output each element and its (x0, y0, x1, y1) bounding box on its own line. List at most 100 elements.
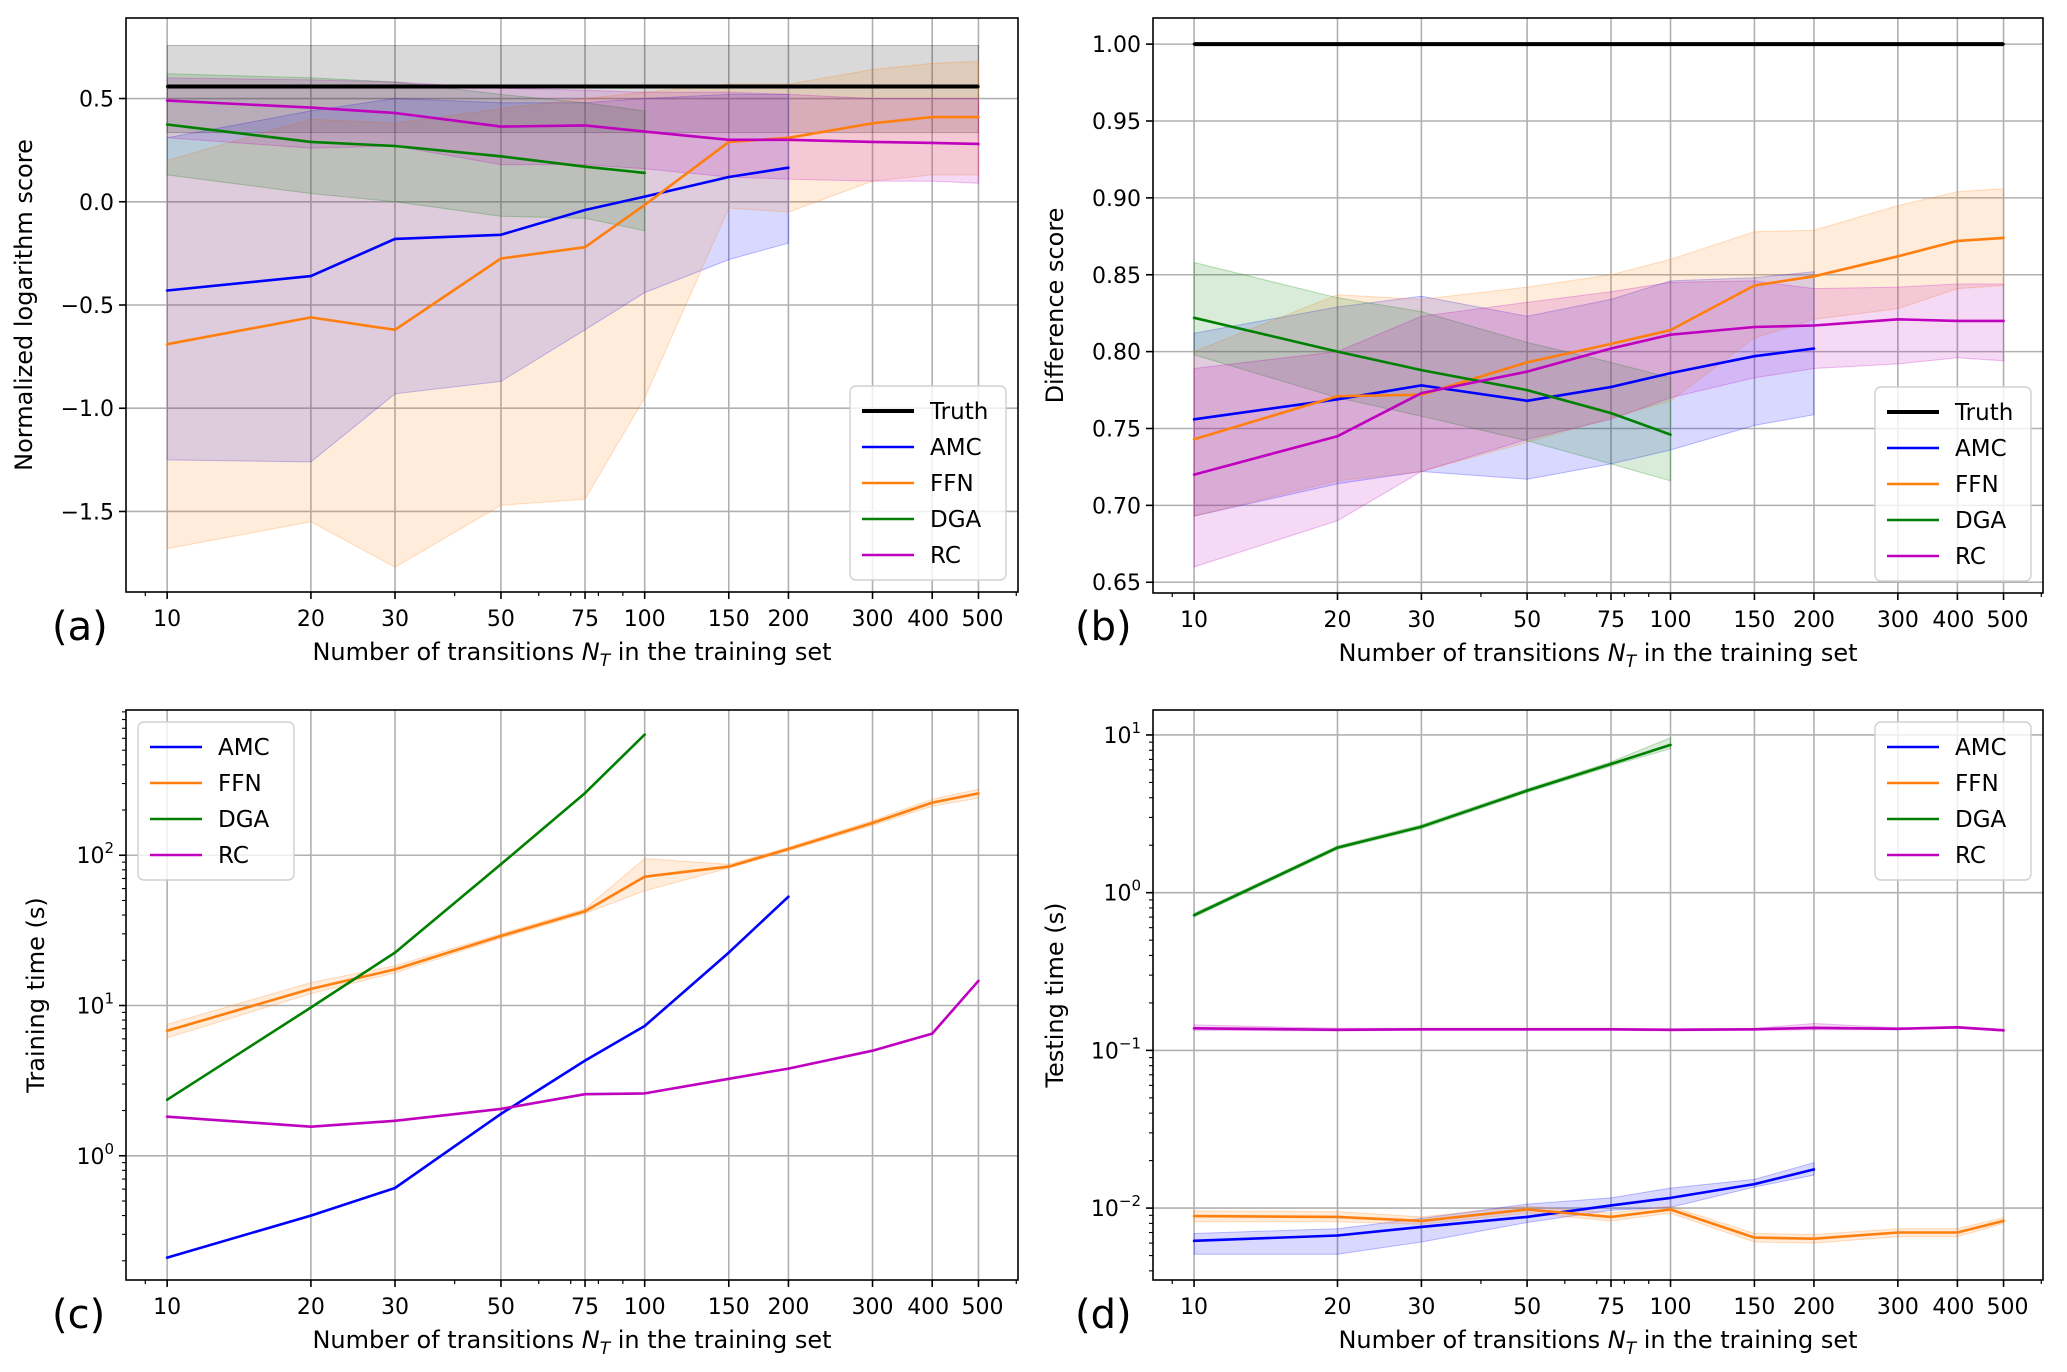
data-point-dga (1420, 368, 1423, 372)
x-tick-label: 500 (961, 607, 1003, 632)
data-point-ffn (643, 875, 646, 878)
data-point-ffn (643, 203, 646, 207)
x-axis: 10 20 30 50 75 100 150 200 300 400 500 (144, 1280, 1017, 1320)
data-point-rc (643, 130, 646, 133)
data-point-ffn (1753, 1236, 1756, 1239)
x-label-subscript: T (1626, 652, 1638, 672)
data-point-ffn (583, 245, 587, 249)
y-tick-base: 10 (1103, 724, 1131, 749)
data-point-ffn (1812, 1237, 1816, 1240)
series-line-amc (166, 895, 790, 1259)
data-point-amc (1669, 371, 1672, 375)
data-point-rc (393, 1119, 397, 1123)
data-point-dga (1669, 433, 1672, 436)
data-point-ffn (930, 801, 934, 804)
legend: AMC FFN DGA RC (1874, 721, 2032, 881)
x-tick-label: 30 (1407, 1295, 1435, 1320)
y-tick-label: 0.5 (79, 88, 114, 113)
x-tick-label: 100 (624, 607, 666, 632)
x-tick-label: 10 (153, 607, 181, 632)
data-point-rc (1609, 347, 1613, 350)
data-point-amc (1812, 347, 1816, 350)
legend-label-dga: DGA (930, 507, 982, 533)
data-point-ffn (727, 140, 731, 144)
y-tick-label: 0.65 (1092, 571, 1141, 596)
legend-label-rc: RC (1955, 843, 1986, 869)
data-point-rc (787, 1067, 790, 1070)
data-point-ffn (977, 115, 980, 119)
data-point-ffn (1896, 255, 1900, 258)
band-amc (1193, 1162, 1815, 1255)
y-tick-exponent: −2 (1119, 1192, 1141, 1210)
data-point-ffn (1525, 361, 1529, 364)
data-point-dga (1192, 913, 1196, 917)
data-point-dga (309, 140, 313, 144)
data-point-amc (1609, 1204, 1613, 1207)
data-point-ffn (787, 136, 790, 140)
x-tick-label: 30 (381, 607, 409, 632)
x-tick-label: 300 (852, 1295, 894, 1320)
y-tick-label: 0.85 (1092, 264, 1141, 289)
legend-label-rc: RC (930, 543, 961, 569)
x-label-suffix: in the training set (610, 1326, 831, 1354)
y-tick-base: 10 (1091, 1197, 1119, 1222)
plot-area (165, 45, 980, 568)
plot-area (165, 733, 980, 1259)
data-point-ffn (727, 865, 731, 868)
data-point-rc (309, 1125, 313, 1129)
x-axis-label: Number of transitions NT in the training… (1338, 639, 1857, 672)
data-point-rc (583, 124, 587, 127)
y-axis-label: Normalized logarithm score (10, 139, 38, 471)
x-axis-label: Number of transitions NT in the training… (312, 1326, 831, 1359)
x-label-subscript: T (1626, 1339, 1638, 1359)
legend-label-rc: RC (1955, 544, 1986, 570)
data-point-amc (727, 175, 731, 179)
legend-label-truth: Truth (929, 399, 988, 425)
y-tick-base: 10 (76, 844, 104, 869)
x-tick-label: 10 (153, 1295, 181, 1320)
data-point-rc (930, 1032, 934, 1035)
axes-frame (125, 709, 1019, 1281)
y-axis-label: Difference score (1041, 208, 1069, 404)
data-point-ffn (165, 342, 169, 346)
panel-a: 10 20 30 50 75 100 150 200 300 400 500 Number of tr… (10, 17, 1019, 671)
data-point-rc (165, 99, 169, 102)
data-point-ffn (871, 122, 874, 125)
grid (126, 710, 1018, 1280)
data-point-dga (1525, 789, 1529, 792)
x-tick-label: 75 (571, 1295, 599, 1320)
data-point-amc (1525, 1215, 1529, 1219)
data-point-rc (871, 1049, 874, 1053)
data-point-amc (1812, 1168, 1816, 1171)
data-point-dga (1609, 411, 1613, 415)
data-point-ffn (1956, 239, 1959, 243)
x-tick-label: 75 (1597, 1295, 1625, 1320)
data-point-amc (309, 1214, 313, 1217)
data-point-amc (1669, 1196, 1672, 1200)
legend-label-ffn: FFN (1955, 771, 1999, 797)
x-tick-label: 20 (1323, 1295, 1351, 1320)
y-tick-base: 10 (1091, 1039, 1119, 1064)
series-line-amc (1194, 1168, 1815, 1243)
y-tick-label: 100 (1103, 877, 1141, 907)
band-rc (1193, 280, 2005, 568)
series-line-dga (1193, 316, 1671, 436)
data-point-amc (309, 274, 313, 278)
x-label-symbol: N (582, 638, 600, 666)
data-point-ffn (309, 987, 313, 991)
x-tick-label: 150 (1733, 608, 1775, 633)
axes-frame (1152, 709, 2044, 1281)
x-label-prefix: Number of transitions (312, 1326, 581, 1354)
data-point-dga (1336, 350, 1339, 353)
data-point-ffn (309, 316, 313, 319)
data-point-rc (499, 1107, 503, 1111)
data-point-dga (393, 951, 397, 954)
data-point-rc (309, 106, 313, 109)
x-tick-label: 400 (907, 607, 949, 632)
data-point-rc (499, 125, 503, 128)
legend-label-amc: AMC (1955, 436, 2007, 462)
series-line-amc (167, 166, 789, 292)
x-tick-label: 500 (1987, 608, 2029, 633)
